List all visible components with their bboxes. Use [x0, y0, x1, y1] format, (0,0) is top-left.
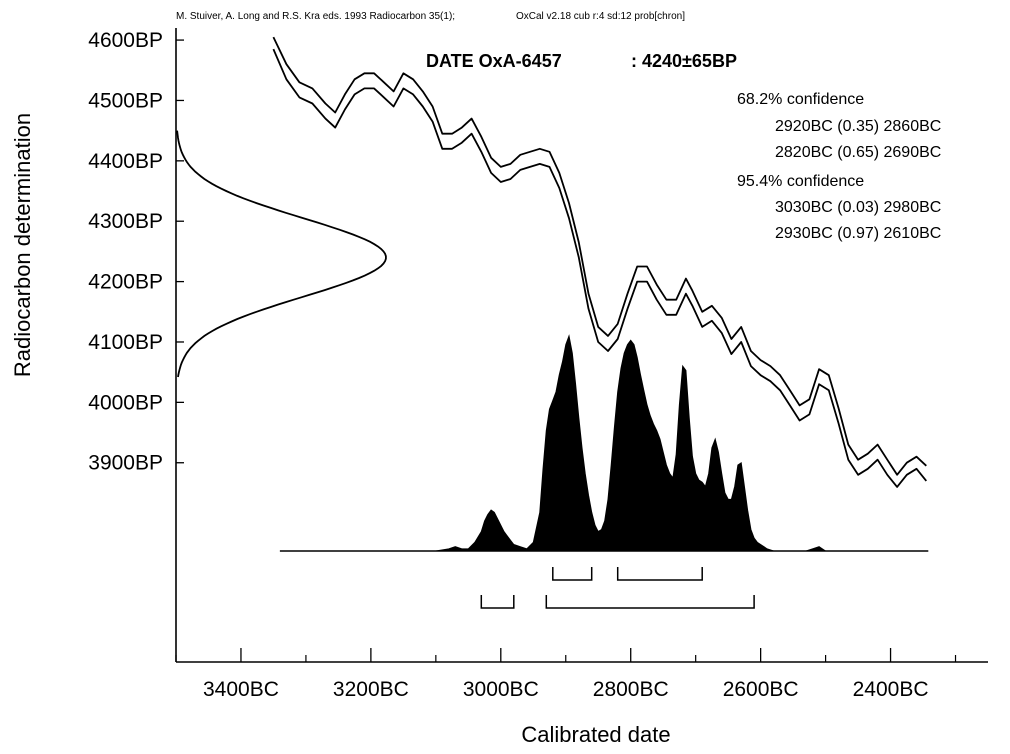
x-tick-label: 3200BC [333, 678, 409, 701]
calibration-curve-upper [272, 36, 927, 476]
y-tick-label: 4100BP [88, 331, 163, 354]
radiocarbon-gaussian [176, 130, 387, 378]
confidence-legend: 68.2% confidence 2920BC (0.35) 2860BC 28… [737, 91, 941, 242]
x-tick-label: 2400BC [853, 678, 929, 701]
confidence-68-title: 68.2% confidence [737, 91, 864, 108]
x-ticks: 3400BC 3200BC 3000BC 2800BC 2600BC 2400BC [175, 648, 957, 701]
y-tick-label: 4000BP [88, 391, 163, 414]
date-value: : 4240±65BP [631, 51, 737, 71]
confidence-95-range: 3030BC (0.03) 2980BC [775, 199, 941, 216]
confidence-68-range: 2920BC (0.35) 2860BC [775, 118, 941, 135]
header-software: OxCal v2.18 cub r:4 sd:12 prob[chron] [516, 11, 685, 22]
x-tick-label: 2600BC [723, 678, 799, 701]
probability-area [279, 334, 929, 552]
y-ticks: 4600BP 4500BP 4400BP 4300BP 4200BP 4100BP 4000… [88, 29, 184, 475]
range-bracket-68-2pct [552, 567, 593, 581]
y-tick-label: 4200BP [88, 271, 163, 294]
y-tick-label: 4400BP [88, 150, 163, 173]
range-bracket-68-2pct [616, 567, 703, 581]
y-tick-label: 4500BP [88, 89, 163, 112]
y-axis-title: Radiocarbon determination [10, 113, 35, 377]
calibration-curve-lower [272, 48, 927, 488]
radiocarbon-gaussian-line [176, 130, 387, 378]
probability-distribution [279, 334, 929, 552]
y-tick-label: 4600BP [88, 29, 163, 52]
x-tick-label: 3000BC [463, 678, 539, 701]
range-bars [480, 567, 755, 609]
y-tick-label: 3900BP [88, 452, 163, 475]
calibration-curve [272, 36, 927, 488]
x-tick-label: 2800BC [593, 678, 669, 701]
y-tick-label: 4300BP [88, 210, 163, 233]
header-citation: M. Stuiver, A. Long and R.S. Kra eds. 19… [176, 11, 455, 22]
x-tick-label: 3400BC [203, 678, 279, 701]
confidence-95-range: 2930BC (0.97) 2610BC [775, 225, 941, 242]
x-axis-title: Calibrated date [521, 722, 670, 747]
range-bracket-95-4pct [480, 595, 515, 609]
date-name: DATE OxA-6457 [426, 51, 562, 71]
range-bracket-95-4pct [545, 595, 755, 609]
confidence-68-range: 2820BC (0.65) 2690BC [775, 144, 941, 161]
confidence-95-title: 95.4% confidence [737, 173, 864, 190]
axes [175, 28, 988, 663]
